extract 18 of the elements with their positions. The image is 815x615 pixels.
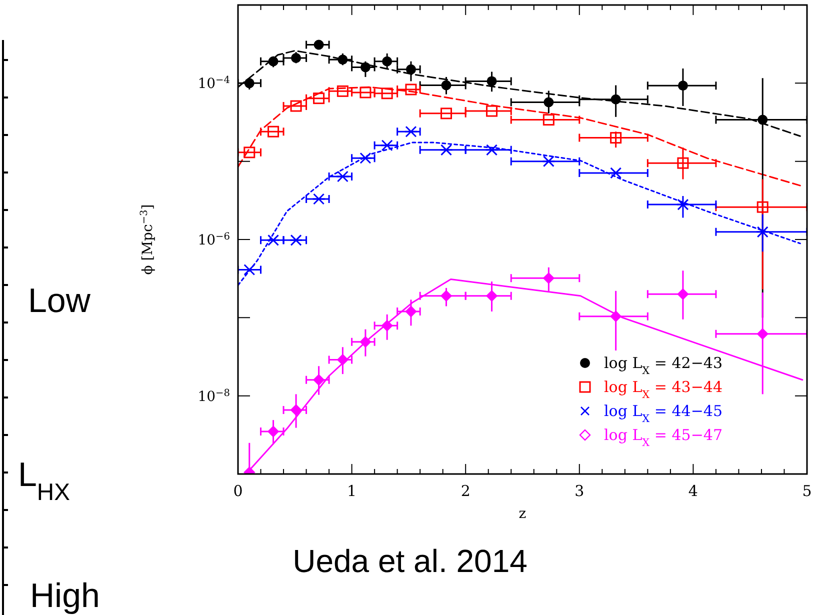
- legend-label: log L$_{X}$ = 43−44: [604, 378, 723, 401]
- y-tick-label: 10$^{−4}$: [198, 74, 230, 92]
- text: L$_{HX}$: [18, 456, 70, 506]
- legend-label: log L$_{X}$ = 44−45: [604, 402, 723, 425]
- text: Ueda et al. 2014: [292, 543, 528, 579]
- x-tick-label: 5: [802, 482, 812, 500]
- y-tick-label: 10$^{−6}$: [198, 231, 230, 248]
- x-tick-label: 0: [233, 482, 243, 500]
- x-tick-label: 4: [688, 482, 698, 500]
- legend-label: log L$_{X}$ = 45−47: [604, 426, 723, 449]
- x-tick-label: 1: [347, 482, 357, 500]
- text: High: [30, 577, 100, 615]
- legend-label: log L$_{X}$ = 42−43: [604, 354, 723, 377]
- x-tick-label: 2: [460, 482, 470, 500]
- x-axis-title: z: [518, 506, 526, 522]
- y-tick-label: 10$^{−8}$: [198, 387, 230, 405]
- text: Low: [28, 282, 91, 320]
- x-tick-label: 3: [574, 482, 584, 500]
